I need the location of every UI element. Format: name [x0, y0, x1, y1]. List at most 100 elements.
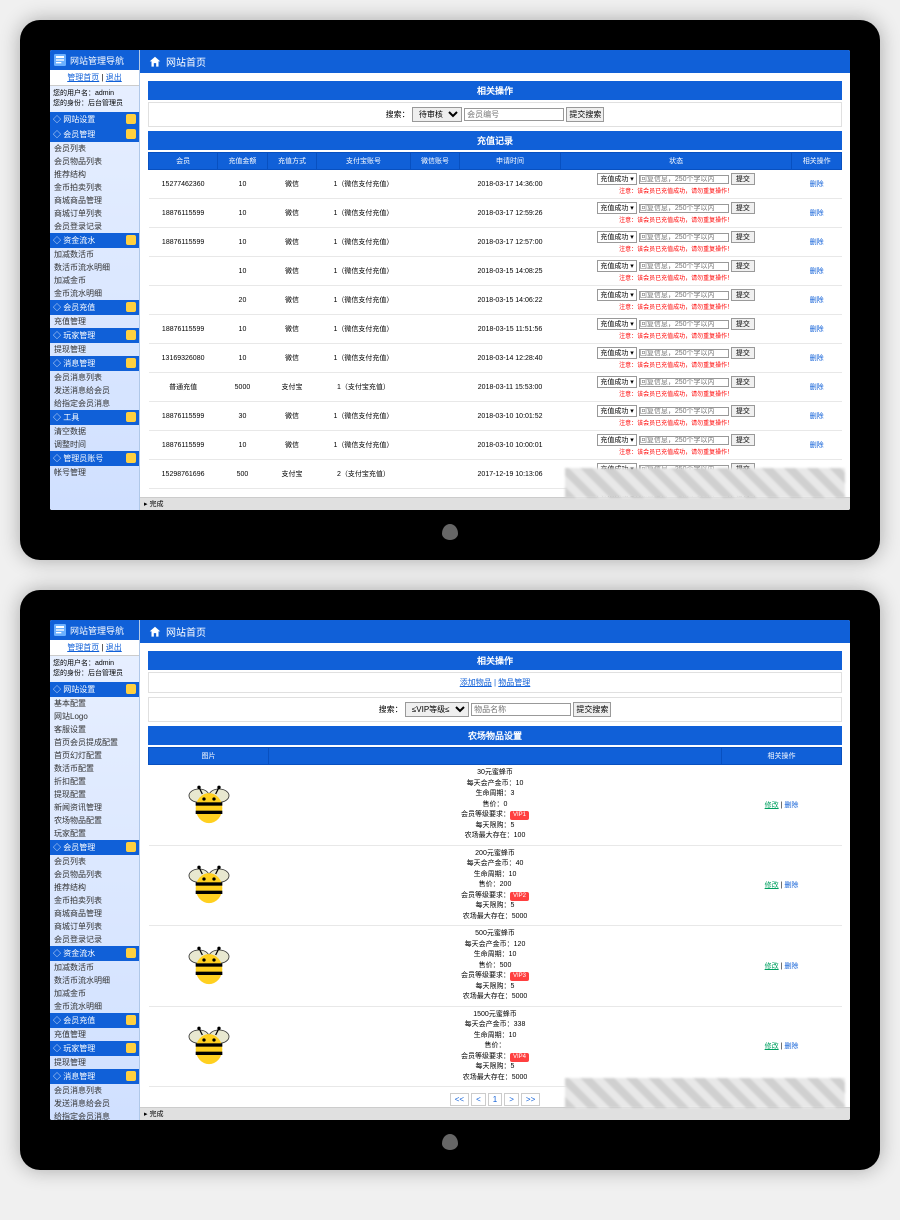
sidebar-section-head[interactable]: ◇ 工具 — [50, 410, 139, 425]
sidebar-item[interactable]: 基本配置 — [50, 697, 139, 710]
search-button[interactable]: 提交搜索 — [566, 107, 604, 122]
reply-input[interactable] — [639, 175, 729, 184]
search-input[interactable] — [464, 108, 564, 121]
delete-link[interactable]: 删除 — [810, 181, 824, 188]
edit-link[interactable]: 修改 — [765, 1043, 779, 1050]
reply-input[interactable] — [639, 291, 729, 300]
sidebar-item[interactable]: 会员登录记录 — [50, 933, 139, 946]
sidebar-item[interactable]: 充值管理 — [50, 1028, 139, 1041]
sidebar-item[interactable]: 首页幻灯配置 — [50, 749, 139, 762]
sidebar-item[interactable]: 加减数活币 — [50, 961, 139, 974]
submit-button[interactable]: 提交 — [731, 376, 755, 388]
reply-input[interactable] — [639, 407, 729, 416]
sidebar-item[interactable]: 农场物品配置 — [50, 814, 139, 827]
sidebar-item[interactable]: 会员消息列表 — [50, 1084, 139, 1097]
sidebar-item[interactable]: 商城商品管理 — [50, 194, 139, 207]
sidebar-item[interactable]: 数活币流水明细 — [50, 974, 139, 987]
sidebar-item[interactable]: 会员物品列表 — [50, 155, 139, 168]
sidebar-item[interactable]: 新闻资讯管理 — [50, 801, 139, 814]
sidebar-item[interactable]: 充值管理 — [50, 315, 139, 328]
page-link[interactable]: < — [471, 1093, 486, 1106]
sidebar-item[interactable]: 帐号管理 — [50, 466, 139, 479]
delete-link[interactable]: 删除 — [810, 239, 824, 246]
sidebar-item[interactable]: 会员消息列表 — [50, 371, 139, 384]
sidebar-item[interactable]: 首页会员提成配置 — [50, 736, 139, 749]
delete-link[interactable]: 删除 — [810, 413, 824, 420]
sidebar-section-head[interactable]: ◇ 消息管理 — [50, 1069, 139, 1084]
sidebar-item[interactable]: 折扣配置 — [50, 775, 139, 788]
sidebar-item[interactable]: 提现配置 — [50, 788, 139, 801]
sidebar-item[interactable]: 商城订单列表 — [50, 207, 139, 220]
sidebar-section-head[interactable]: ◇ 会员管理 — [50, 840, 139, 855]
submit-button[interactable]: 提交 — [731, 173, 755, 185]
sidebar-item[interactable]: 数活币流水明细 — [50, 261, 139, 274]
submit-button[interactable]: 提交 — [731, 260, 755, 272]
sidebar-section-head[interactable]: ◇ 玩家管理 — [50, 1041, 139, 1056]
manage-goods-link[interactable]: 物品管理 — [498, 678, 530, 687]
nav-logout-2[interactable]: 退出 — [106, 643, 122, 652]
delete-link[interactable]: 删除 — [810, 210, 824, 217]
sidebar-item[interactable]: 发送消息给会员 — [50, 1097, 139, 1110]
sidebar-item[interactable]: 调整时间 — [50, 438, 139, 451]
delete-link[interactable]: 删除 — [784, 802, 798, 809]
delete-link[interactable]: 删除 — [810, 326, 824, 333]
edit-link[interactable]: 修改 — [765, 882, 779, 889]
sidebar-item[interactable]: 数活币配置 — [50, 762, 139, 775]
page-link[interactable]: 1 — [488, 1093, 502, 1106]
sidebar-item[interactable]: 商城订单列表 — [50, 920, 139, 933]
page-link[interactable]: << — [450, 1093, 469, 1106]
sidebar-item[interactable]: 客服设置 — [50, 723, 139, 736]
delete-link[interactable]: 删除 — [784, 1043, 798, 1050]
submit-button[interactable]: 提交 — [731, 405, 755, 417]
sidebar-item[interactable]: 金币拍卖列表 — [50, 894, 139, 907]
sidebar-item[interactable]: 加减金币 — [50, 987, 139, 1000]
sidebar-item[interactable]: 会员登录记录 — [50, 220, 139, 233]
sidebar-item[interactable]: 网站Logo — [50, 710, 139, 723]
sidebar-section-head[interactable]: ◇ 玩家管理 — [50, 328, 139, 343]
sidebar-section-head[interactable]: ◇ 会员充值 — [50, 1013, 139, 1028]
sidebar-item[interactable]: 金币流水明细 — [50, 1000, 139, 1013]
sidebar-item[interactable]: 会员物品列表 — [50, 868, 139, 881]
sidebar-item[interactable]: 加减数活币 — [50, 248, 139, 261]
submit-button[interactable]: 提交 — [731, 318, 755, 330]
submit-button[interactable]: 提交 — [731, 434, 755, 446]
reply-input[interactable] — [639, 262, 729, 271]
reply-input[interactable] — [639, 436, 729, 445]
sidebar-item[interactable]: 提现管理 — [50, 1056, 139, 1069]
sidebar-section-head[interactable]: ◇ 消息管理 — [50, 356, 139, 371]
sidebar-section-head[interactable]: ◇ 网站设置 — [50, 682, 139, 697]
sidebar-item[interactable]: 清空数据 — [50, 425, 139, 438]
submit-button[interactable]: 提交 — [731, 231, 755, 243]
sidebar-item[interactable]: 商城商品管理 — [50, 907, 139, 920]
delete-link[interactable]: 删除 — [810, 442, 824, 449]
sidebar-section-head[interactable]: ◇ 资金流水 — [50, 946, 139, 961]
sidebar-section-head[interactable]: ◇ 网站设置 — [50, 112, 139, 127]
submit-button[interactable]: 提交 — [731, 202, 755, 214]
delete-link[interactable]: 删除 — [810, 268, 824, 275]
delete-link[interactable]: 删除 — [810, 355, 824, 362]
sidebar-item[interactable]: 金币流水明细 — [50, 287, 139, 300]
sidebar-section-head[interactable]: ◇ 会员充值 — [50, 300, 139, 315]
search-select[interactable]: 待审核 — [412, 107, 462, 122]
sidebar-item[interactable]: 给指定会员消息 — [50, 397, 139, 410]
nav-logout[interactable]: 退出 — [106, 73, 122, 82]
reply-input[interactable] — [639, 233, 729, 242]
reply-input[interactable] — [639, 378, 729, 387]
page-link[interactable]: >> — [521, 1093, 540, 1106]
page-link[interactable]: > — [504, 1093, 519, 1106]
delete-link[interactable]: 删除 — [784, 963, 798, 970]
nav-home[interactable]: 管理首页 — [67, 73, 99, 82]
reply-input[interactable] — [639, 320, 729, 329]
sidebar-item[interactable]: 金币拍卖列表 — [50, 181, 139, 194]
sidebar-item[interactable]: 推荐结构 — [50, 168, 139, 181]
search-button-2[interactable]: 提交搜索 — [573, 702, 611, 717]
search-select-2[interactable]: ≤VIP等级≤ — [405, 702, 469, 717]
reply-input[interactable] — [639, 349, 729, 358]
delete-link[interactable]: 删除 — [784, 882, 798, 889]
submit-button[interactable]: 提交 — [731, 289, 755, 301]
sidebar-item[interactable]: 会员列表 — [50, 142, 139, 155]
sidebar-section-head[interactable]: ◇ 管理员账号 — [50, 451, 139, 466]
sidebar-item[interactable]: 发送消息给会员 — [50, 384, 139, 397]
reply-input[interactable] — [639, 204, 729, 213]
sidebar-item[interactable]: 会员列表 — [50, 855, 139, 868]
